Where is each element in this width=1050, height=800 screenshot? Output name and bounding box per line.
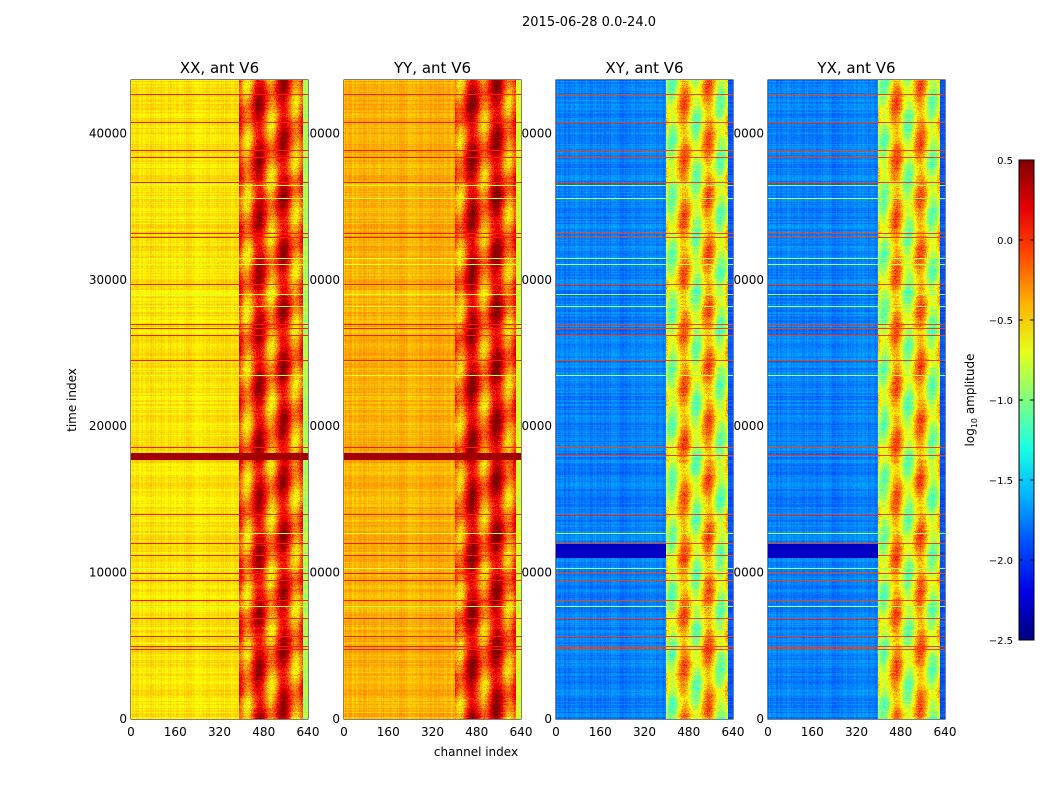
colorbar-label: log10 amplitude	[963, 354, 979, 447]
heatmap-image-xx	[131, 80, 308, 719]
colorbar-tick-label: −0.5	[989, 316, 1013, 327]
x-tick-label: 160	[164, 725, 187, 739]
x-tick-label: 480	[889, 725, 912, 739]
x-tick-label: 320	[421, 725, 444, 739]
y-tick-label: 0	[544, 712, 552, 726]
x-tick-label: 320	[208, 725, 231, 739]
y-tick-label: 20000	[89, 419, 127, 433]
colorbar-tick-label: −2.0	[989, 556, 1013, 567]
colorbar-tick-label: 0.0	[997, 236, 1013, 247]
x-tick-label: 640	[510, 725, 533, 739]
x-tick-label: 480	[252, 725, 275, 739]
panel-title: YY, ant V6	[393, 59, 471, 77]
y-tick-label: 40000	[514, 126, 552, 140]
x-tick-label: 0	[764, 725, 772, 739]
y-tick-label: 0	[756, 712, 764, 726]
colorbar-tick-label: −1.0	[989, 396, 1013, 407]
y-tick-label: 0	[119, 712, 127, 726]
x-tick-label: 640	[297, 725, 320, 739]
y-tick-label: 30000	[726, 273, 764, 287]
x-tick-label: 640	[934, 725, 957, 739]
y-tick-label: 30000	[302, 273, 340, 287]
y-tick-label: 40000	[726, 126, 764, 140]
y-tick-label: 10000	[726, 566, 764, 580]
y-tick-label: 40000	[302, 126, 340, 140]
y-tick-label: 30000	[514, 273, 552, 287]
x-tick-label: 160	[377, 725, 400, 739]
x-tick-label: 0	[552, 725, 560, 739]
y-tick-label: 20000	[726, 419, 764, 433]
x-axis-label: channel index	[434, 745, 518, 759]
x-tick-label: 160	[801, 725, 824, 739]
panel-title: XX, ant V6	[180, 59, 259, 77]
y-tick-label: 10000	[514, 566, 552, 580]
y-tick-label: 10000	[302, 566, 340, 580]
x-tick-label: 320	[633, 725, 656, 739]
heatmap-image-yx	[768, 80, 945, 719]
x-tick-label: 480	[677, 725, 700, 739]
y-tick-label: 30000	[89, 273, 127, 287]
y-tick-label: 10000	[89, 566, 127, 580]
colorbar-tick-label: 0.5	[997, 156, 1013, 167]
x-tick-label: 320	[845, 725, 868, 739]
y-tick-label: 20000	[514, 419, 552, 433]
x-tick-label: 160	[589, 725, 612, 739]
y-axis-label: time index	[65, 368, 79, 432]
colorbar-tick-label: −2.5	[989, 636, 1013, 647]
x-tick-label: 0	[340, 725, 348, 739]
x-tick-label: 0	[127, 725, 135, 739]
y-tick-label: 0	[332, 712, 340, 726]
y-tick-label: 40000	[89, 126, 127, 140]
panel-title: XY, ant V6	[605, 59, 683, 77]
x-tick-label: 480	[465, 725, 488, 739]
heatmap-image-yy	[344, 80, 521, 719]
panel-title: YX, ant V6	[816, 59, 895, 77]
colorbar-tick-label: −1.5	[989, 476, 1013, 487]
heatmap-image-xy	[556, 80, 733, 719]
x-tick-label: 640	[722, 725, 745, 739]
y-tick-label: 20000	[302, 419, 340, 433]
suptitle: 2015-06-28 0.0-24.0	[522, 15, 656, 30]
